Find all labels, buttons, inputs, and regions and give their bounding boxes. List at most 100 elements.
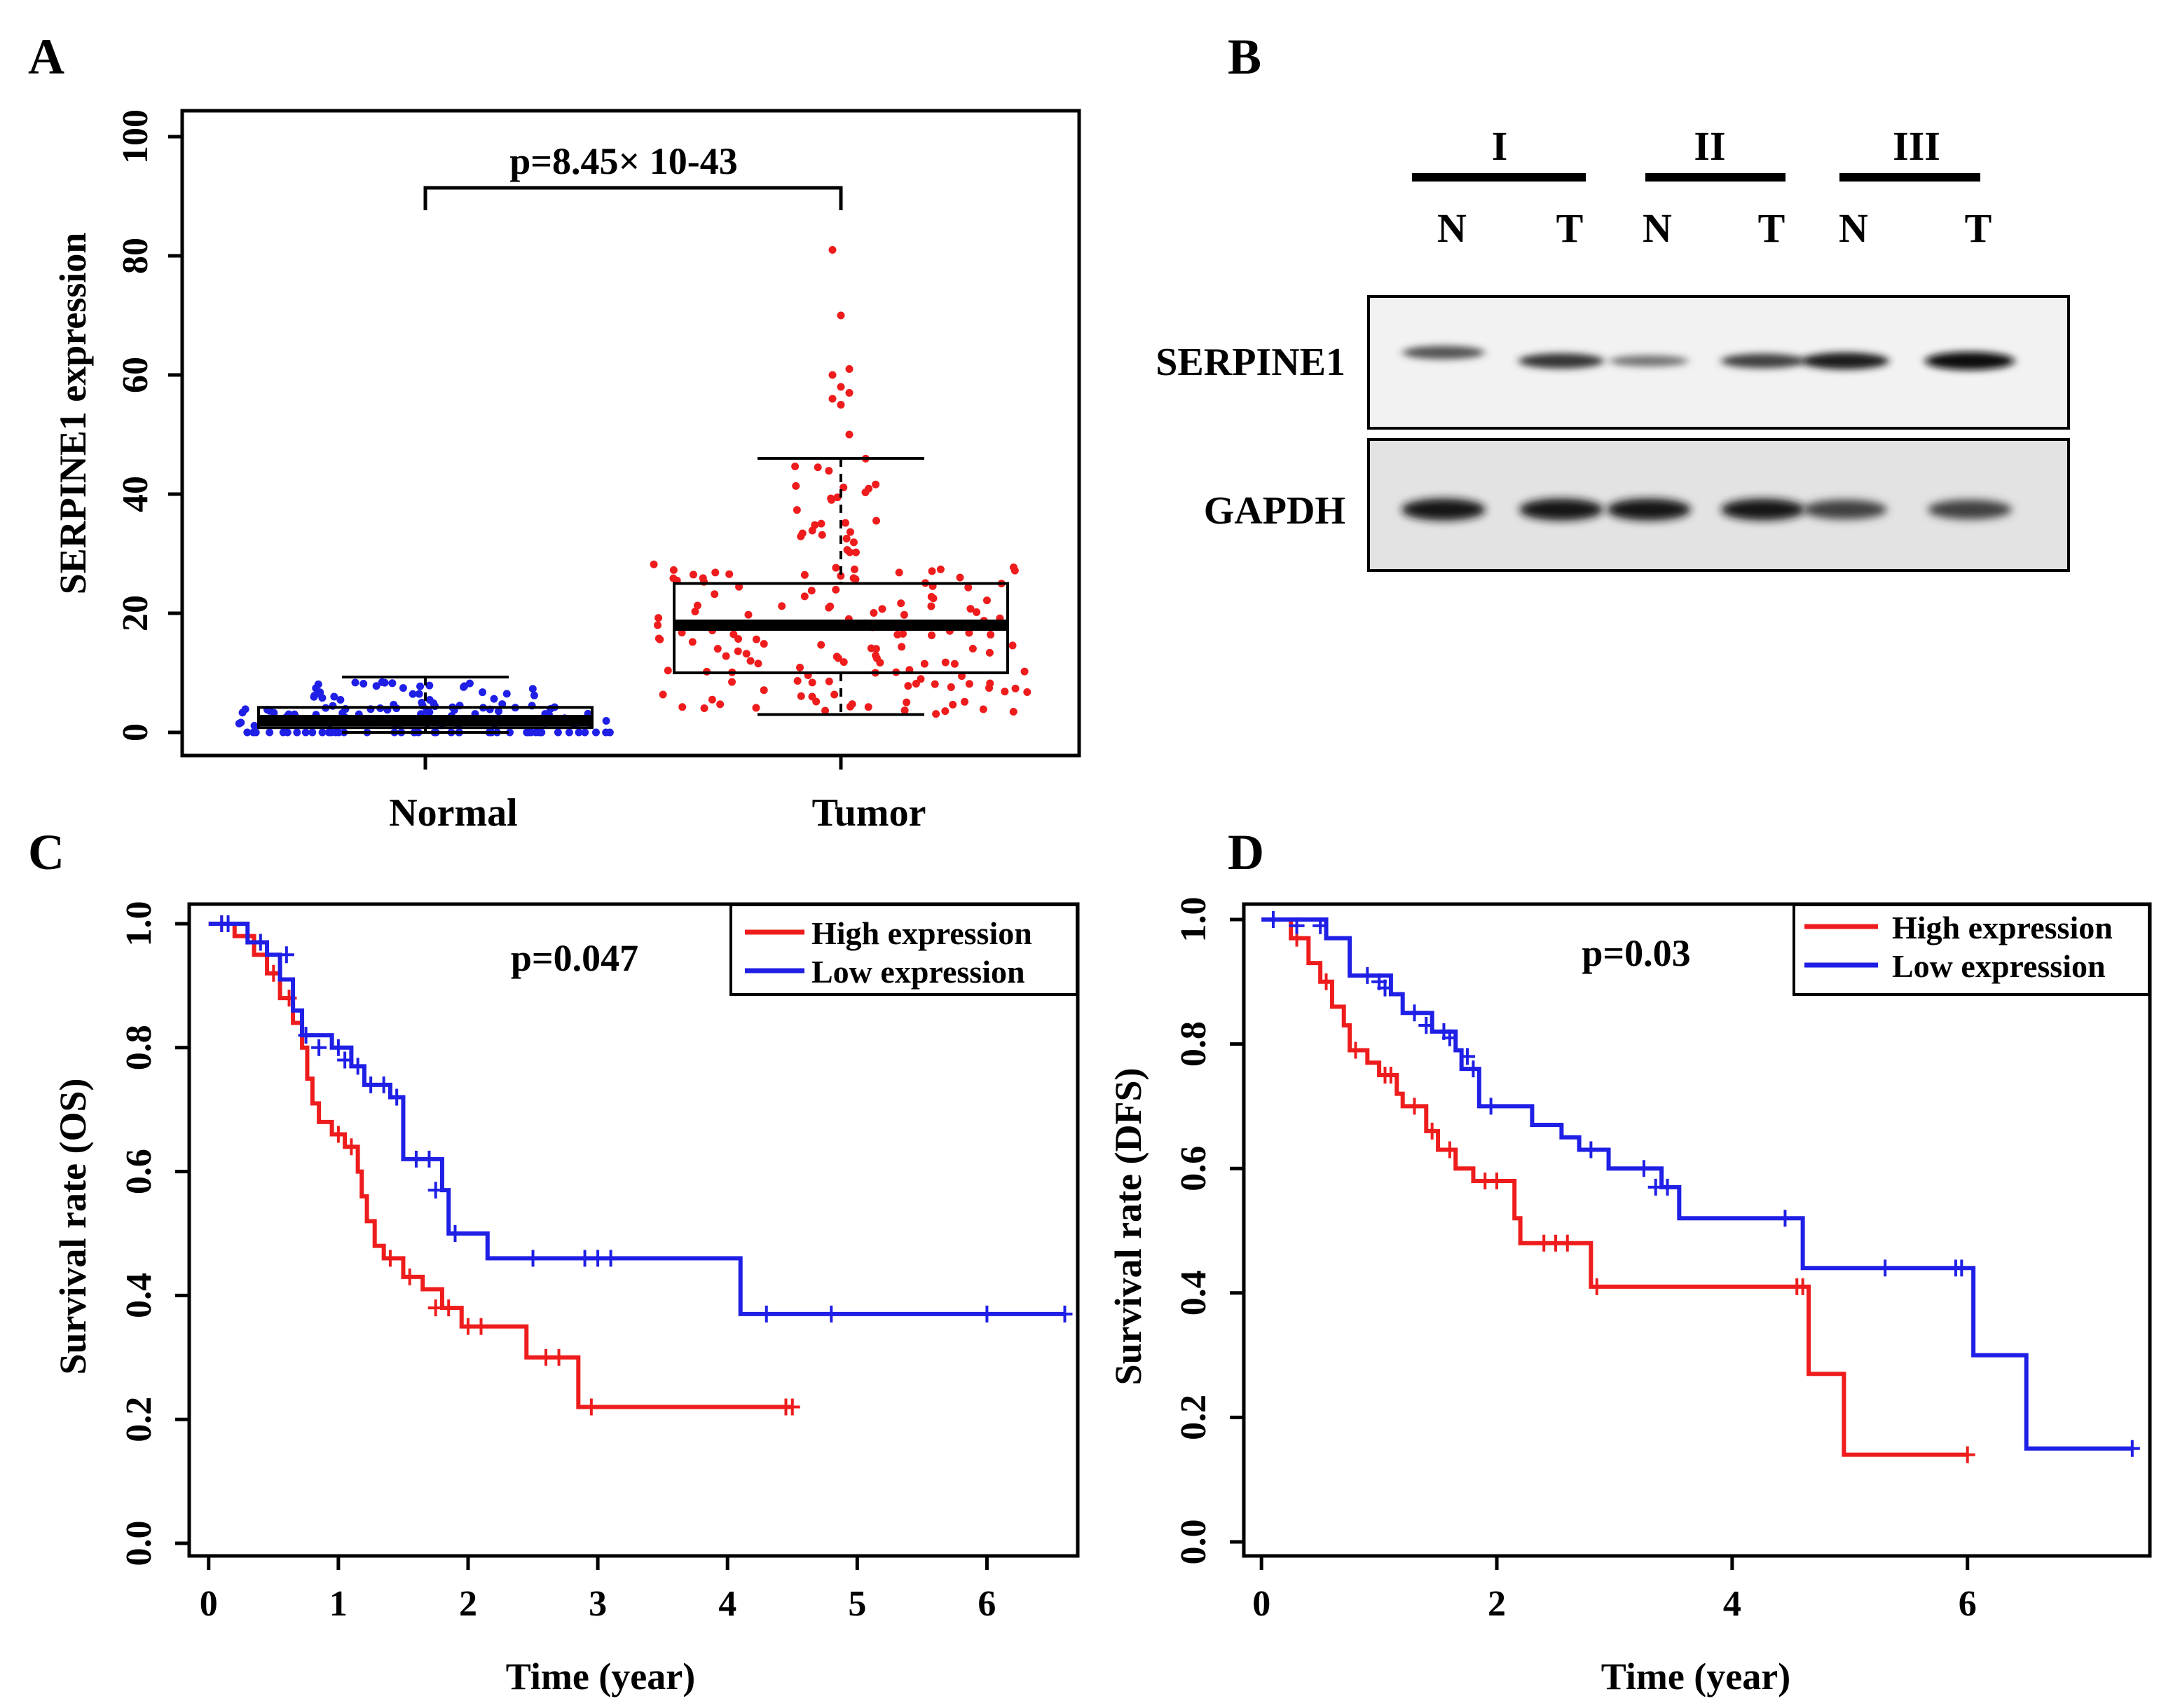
panel-a-data-point xyxy=(669,566,678,574)
panel-d-legend: High expression Low expression xyxy=(1793,903,2151,996)
panel-b-band xyxy=(1925,352,2015,370)
panel-a-data-point xyxy=(821,706,830,715)
panel-a-data-point xyxy=(817,641,825,649)
panel-c-censor-mark xyxy=(577,1250,593,1267)
panel-a-data-point xyxy=(849,538,858,547)
panel-a-data-point xyxy=(898,643,906,651)
panel-a-outlier-point xyxy=(837,401,845,409)
panel-b-band xyxy=(1803,499,1887,520)
panel-d-censor-mark xyxy=(1636,1160,1652,1177)
panel-a-data-point xyxy=(754,660,762,668)
panel-c-xlabel: Time (year) xyxy=(506,1655,695,1697)
panel-c-censor-mark xyxy=(337,1051,353,1069)
panel-a-data-point xyxy=(814,463,822,472)
panel-a-data-point xyxy=(293,728,301,737)
panel-a-data-point xyxy=(1009,563,1017,571)
panel-b-lane-label: N xyxy=(1643,205,1672,251)
panel-d-censor-mark xyxy=(1383,1067,1399,1084)
panel-a-data-point xyxy=(1008,641,1017,650)
panel-d-censor-mark xyxy=(1359,966,1376,984)
panel-d-ytick-label: 0.4 xyxy=(1174,1270,1214,1316)
panel-a-data-point xyxy=(532,728,540,737)
panel-a-data-point xyxy=(722,652,730,660)
panel-a-data-point xyxy=(837,572,845,580)
panel-a-data-point xyxy=(351,678,359,687)
panel-a-y-axis: 0 20 40 60 80 100 xyxy=(116,109,182,742)
panel-c-censor-mark xyxy=(784,1398,800,1416)
panel-a-data-point xyxy=(479,688,487,697)
panel-a-data-point xyxy=(430,699,438,707)
panel-d-censor-mark xyxy=(1659,1178,1675,1196)
panel-c-xtick-label: 2 xyxy=(459,1584,477,1624)
panel-a-data-point xyxy=(650,560,658,568)
panel-c-p-value: p=0.047 xyxy=(511,937,638,979)
panel-a-data-point xyxy=(746,657,755,665)
panel-c-ylabel: Survival rate (OS) xyxy=(52,1079,94,1375)
panel-a-ytick-label: 80 xyxy=(116,238,156,274)
panel-c-censor-mark xyxy=(551,1348,567,1366)
panel-a-data-point xyxy=(530,691,538,699)
panel-a-data-point xyxy=(310,692,319,700)
panel-c-censor-mark xyxy=(330,1126,346,1143)
panel-a-data-point xyxy=(903,698,911,706)
panel-a-data-point xyxy=(409,690,417,698)
panel-a-data-point xyxy=(861,488,870,496)
panel-a-data-point xyxy=(713,645,722,653)
panel-a-data-point xyxy=(851,548,860,556)
panel-a-data-point xyxy=(725,570,734,578)
panel-a-data-point xyxy=(941,658,950,667)
panel-a-data-point xyxy=(833,493,842,502)
panel-a-data-point xyxy=(949,700,957,709)
panel-c-censor-mark xyxy=(758,1305,774,1323)
panel-a-data-point xyxy=(336,696,345,704)
panel-d-censor-mark xyxy=(1424,1122,1440,1140)
panel-a-data-point xyxy=(864,703,872,711)
panel-a-xtick-label: Tumor xyxy=(812,791,926,835)
panel-d-axes: 0.0 0.2 0.4 0.6 0.8 1.0 0 2 4 6 xyxy=(1174,897,1977,1625)
panel-a-data-point xyxy=(711,568,720,577)
panel-a-data-point xyxy=(688,638,697,646)
panel-c-censor-mark xyxy=(350,1058,366,1075)
panel-a-data-point xyxy=(932,710,940,718)
panel-a-data-point xyxy=(742,650,750,658)
panel-a-data-point xyxy=(678,703,687,711)
panel-a-data-point xyxy=(828,496,836,504)
panel-a-data-point xyxy=(266,728,274,737)
panel-c-curves xyxy=(208,915,1073,1416)
panel-c-censor-mark xyxy=(343,1138,359,1156)
panel-c-xtick-label: 6 xyxy=(978,1584,996,1624)
panel-a-data-point xyxy=(416,682,425,690)
panel-a-data-point xyxy=(279,728,287,737)
panel-a-data-point xyxy=(418,698,426,706)
panel-c-legend: High expression Low expression xyxy=(729,903,1078,996)
panel-a-data-point xyxy=(842,535,851,543)
panel-c-censor-mark xyxy=(473,1318,489,1335)
panel-d-series-low-line xyxy=(1261,917,2132,1451)
panel-a-data-point xyxy=(904,682,912,690)
panel-d-p-value: p=0.03 xyxy=(1582,932,1690,974)
panel-a-data-point xyxy=(335,728,343,737)
panel-a-ytick-label: 40 xyxy=(116,476,156,512)
panel-a-outlier-point xyxy=(828,371,837,379)
panel-d-censor-mark xyxy=(1795,1278,1811,1295)
panel-b-group-label: I xyxy=(1492,123,1508,169)
panel-a-data-point xyxy=(664,667,672,675)
panel-a-data-point xyxy=(659,690,667,699)
panel-a-data-point xyxy=(876,659,884,667)
panel-a-data-point xyxy=(752,704,760,712)
panel-c-censor-mark xyxy=(441,1299,457,1317)
panel-b-row-label: GAPDH xyxy=(1204,489,1345,533)
panel-c-xtick-label: 1 xyxy=(329,1584,348,1624)
panel-a-data-point xyxy=(1009,708,1017,716)
panel-a-outlier-point xyxy=(845,389,854,397)
panel-a-data-point xyxy=(778,602,786,610)
panel-c-xtick-label: 5 xyxy=(848,1584,866,1624)
panel-a-data-point xyxy=(917,675,925,683)
panel-a-data-point xyxy=(841,519,849,527)
panel-d-censor-mark xyxy=(1377,979,1393,997)
panel-b-blots: SERPINE1 GAPDH xyxy=(1156,295,2070,572)
panel-d-ytick-label: 0.0 xyxy=(1174,1519,1214,1565)
panel-a-data-point xyxy=(316,688,324,697)
panel-d-censor-mark xyxy=(1559,1234,1575,1252)
panel-c-censor-mark xyxy=(979,1305,995,1323)
